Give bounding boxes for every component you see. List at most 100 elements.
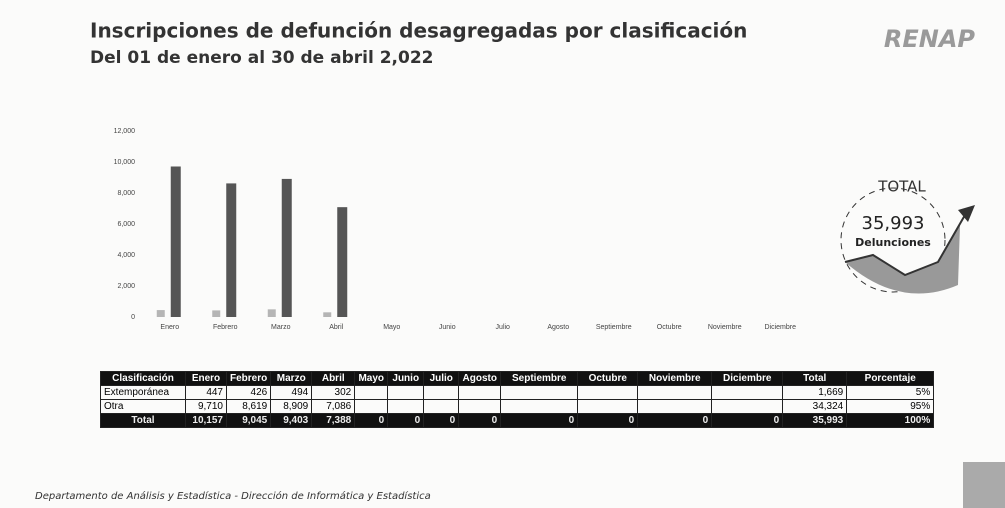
- table-cell: [388, 386, 424, 400]
- x-tick-label: Abril: [329, 324, 343, 331]
- x-tick-label: Octubre: [657, 324, 682, 331]
- table-cell: 302: [312, 386, 355, 400]
- x-tick-label: Agosto: [547, 324, 569, 331]
- total-cell: 0: [638, 414, 712, 428]
- column-header: Septiembre: [501, 372, 578, 386]
- column-header: Febrero: [227, 372, 271, 386]
- x-tick-label: Marzo: [271, 324, 291, 331]
- bar: [337, 207, 347, 317]
- total-cell: 0: [459, 414, 501, 428]
- corner-mark: [963, 462, 1005, 508]
- x-tick-label: Septiembre: [596, 324, 632, 331]
- table-cell: [501, 386, 578, 400]
- table-cell: [424, 386, 459, 400]
- column-header: Marzo: [271, 372, 312, 386]
- bar: [268, 309, 276, 317]
- total-cell: 0: [355, 414, 388, 428]
- column-header: Junio: [388, 372, 424, 386]
- table-cell: [578, 386, 638, 400]
- total-cell: 9,045: [227, 414, 271, 428]
- column-header: Enero: [186, 372, 227, 386]
- footer: Departamento de Análisis y Estadística -…: [35, 490, 431, 502]
- table-cell: 8,909: [271, 400, 312, 414]
- total-cell: 0: [501, 414, 578, 428]
- total-cell: 0: [424, 414, 459, 428]
- total-cell: 0: [578, 414, 638, 428]
- table-cell: [355, 400, 388, 414]
- logo: RENAP: [884, 25, 976, 53]
- slide: Inscripciones de defunción desagregadas …: [0, 0, 1005, 508]
- table-cell: 7,086: [312, 400, 355, 414]
- y-tick-label: 8,000: [117, 190, 135, 197]
- table-cell: 95%: [847, 400, 934, 414]
- table-cell: 9,710: [186, 400, 227, 414]
- table-cell: 447: [186, 386, 227, 400]
- bar: [323, 312, 331, 317]
- total-cell: 100%: [847, 414, 934, 428]
- table-cell: [501, 400, 578, 414]
- bar: [226, 183, 236, 317]
- x-tick-label: Noviembre: [708, 324, 742, 331]
- x-tick-label: Diciembre: [764, 324, 796, 331]
- column-header: Octubre: [578, 372, 638, 386]
- total-cell: 35,993: [783, 414, 847, 428]
- bar: [171, 166, 181, 317]
- table-cell: Extemporánea: [101, 386, 186, 400]
- table-cell: 426: [227, 386, 271, 400]
- x-tick-label: Enero: [160, 324, 179, 331]
- column-header: Julio: [424, 372, 459, 386]
- y-tick-label: 0: [131, 314, 135, 321]
- x-tick-label: Julio: [496, 324, 511, 331]
- table-cell: Otra: [101, 400, 186, 414]
- bar: [212, 310, 220, 317]
- x-tick-label: Mayo: [383, 324, 400, 331]
- table-cell: 34,324: [783, 400, 847, 414]
- y-tick-label: 2,000: [117, 283, 135, 290]
- badge-label: TOTAL: [877, 178, 926, 196]
- y-tick-label: 12,000: [114, 128, 136, 135]
- table-cell: 5%: [847, 386, 934, 400]
- bar: [157, 310, 165, 317]
- page: Inscripciones de defunción desagregadas …: [0, 0, 1005, 508]
- total-cell: 0: [388, 414, 424, 428]
- column-header: Agosto: [459, 372, 501, 386]
- y-tick-label: 10,000: [114, 159, 136, 166]
- column-header: Diciembre: [712, 372, 783, 386]
- table-cell: [459, 400, 501, 414]
- table-cell: [712, 386, 783, 400]
- column-header: Noviembre: [638, 372, 712, 386]
- bar: [282, 179, 292, 317]
- y-tick-label: 4,000: [117, 252, 135, 259]
- table-cell: [638, 400, 712, 414]
- table-cell: 1,669: [783, 386, 847, 400]
- total-cell: 0: [712, 414, 783, 428]
- badge-caption: Delunciones: [855, 236, 931, 249]
- table-cell: [388, 400, 424, 414]
- badge-arrow: [958, 205, 975, 222]
- title: Inscripciones de defunción desagregadas …: [90, 19, 747, 43]
- table-cell: [424, 400, 459, 414]
- column-header: Porcentaje: [847, 372, 934, 386]
- table-cell: [355, 386, 388, 400]
- table-cell: [638, 386, 712, 400]
- x-tick-label: Febrero: [213, 324, 238, 331]
- badge-value: 35,993: [862, 213, 925, 234]
- column-header: Abril: [312, 372, 355, 386]
- table-cell: [459, 386, 501, 400]
- column-header: Mayo: [355, 372, 388, 386]
- table-cell: 494: [271, 386, 312, 400]
- y-tick-label: 6,000: [117, 221, 135, 228]
- subtitle: Del 01 de enero al 30 de abril 2,022: [90, 48, 434, 68]
- column-header: Clasificación: [101, 372, 186, 386]
- total-cell: 9,403: [271, 414, 312, 428]
- table-cell: 8,619: [227, 400, 271, 414]
- column-header: Total: [783, 372, 847, 386]
- total-cell: 7,388: [312, 414, 355, 428]
- table-cell: [712, 400, 783, 414]
- table-cell: [578, 400, 638, 414]
- x-tick-label: Junio: [439, 324, 456, 331]
